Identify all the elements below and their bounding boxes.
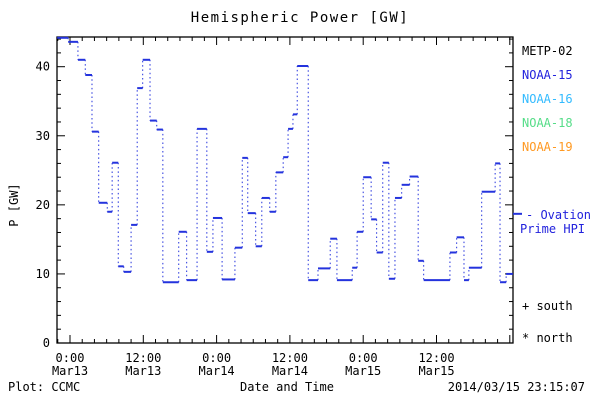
x-tick-label-time: 12:00 [418,351,454,365]
x-tick-label-date: Mar15 [345,364,381,378]
plot-frame [56,36,514,344]
x-tick-label-date: Mar15 [418,364,454,378]
y-tick-label: 40 [36,60,50,74]
y-tick-label: 30 [36,129,50,143]
y-tick-label: 0 [43,336,50,350]
plot-credit: Plot: CCMC [8,380,81,394]
legend-item-noaa15: NOAA-15 [522,68,573,82]
legend-item-noaa18: NOAA-18 [522,116,573,130]
legend-marker-south: + south [522,299,573,313]
x-tick-label-time: 12:00 [272,351,308,365]
legend-item-noaa19: NOAA-19 [522,140,573,154]
plot-timestamp: 2014/03/15 23:15:07 [447,380,585,394]
legend-marker-north: * north [522,331,573,345]
legend-item-metp02: METP-02 [522,44,573,58]
x-axis-label: Date and Time [240,380,334,394]
page-title: Hemispheric Power [GW] [190,10,410,26]
x-tick-label-date: Mar13 [125,364,161,378]
x-tick-label-date: Mar14 [199,364,235,378]
x-tick-label-time: 0:00 [56,351,85,365]
legend-item-noaa16: NOAA-16 [522,92,573,106]
x-tick-label-date: Mar13 [52,364,88,378]
x-tick-label-time: 0:00 [349,351,378,365]
x-tick-label-date: Mar14 [272,364,308,378]
legend-ovation-line2: Prime HPI [520,222,586,236]
x-tick-label-time: 0:00 [202,351,231,365]
x-tick-label-time: 12:00 [125,351,161,365]
y-tick-label: 20 [36,198,50,212]
legend-ovation-line1: - Ovation [526,208,592,222]
y-tick-label: 10 [36,267,50,281]
